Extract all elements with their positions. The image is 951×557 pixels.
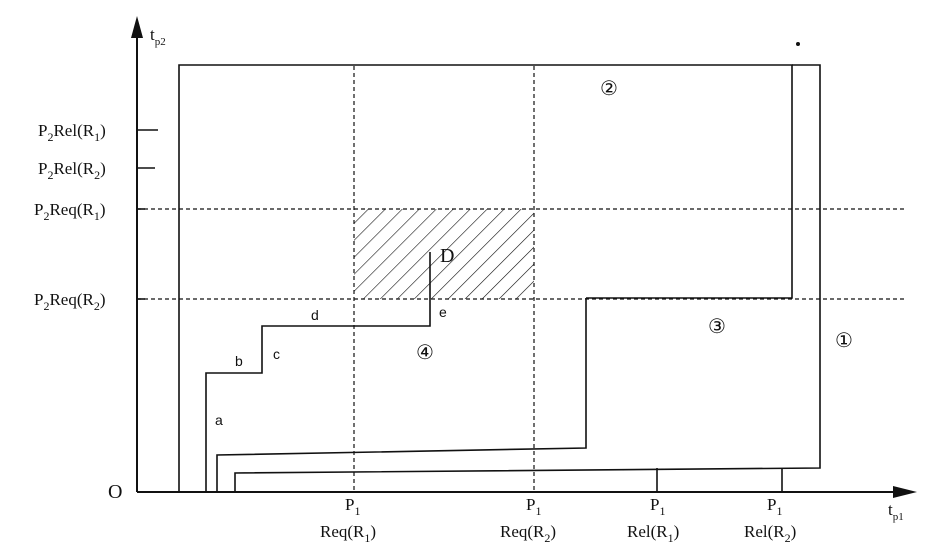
- deadlock-point-label: D: [440, 245, 454, 267]
- segment-label-d: d: [311, 307, 319, 323]
- x-label-p1-rel-r2: Rel(R2): [744, 522, 796, 545]
- x-axis-name: tp1: [888, 500, 904, 523]
- x-label-p1-rel-r2-top: P1: [767, 495, 782, 518]
- segment-label-e: e: [439, 304, 447, 320]
- y-label-p2-rel-r2: P2Rel(R2): [38, 159, 106, 182]
- x-label-p1-req-r1: Req(R1): [320, 522, 376, 545]
- stray-mark: [796, 42, 800, 46]
- x-label-p1-rel-r1: Rel(R1): [627, 522, 679, 545]
- segment-label-b: b: [235, 353, 243, 369]
- x-label-p1-rel-r1-top: P1: [650, 495, 665, 518]
- y-label-p2-rel-r1: P2Rel(R1): [38, 121, 106, 144]
- region-marker-2: ②: [600, 76, 618, 100]
- trajectory-1: [234, 64, 821, 492]
- segment-label-c: c: [273, 346, 280, 362]
- region-marker-3: ③: [708, 314, 726, 338]
- x-label-p1-req-r2: Req(R2): [500, 522, 556, 545]
- x-label-p1-req-r2-top: P1: [526, 495, 541, 518]
- x-label-p1-req-r1-top: P1: [345, 495, 360, 518]
- y-label-p2-req-r1: P2Req(R1): [34, 200, 106, 223]
- trajectory-4: [205, 252, 431, 492]
- y-axis-name: tp2: [150, 25, 166, 48]
- x-axis-arrow-icon: [893, 486, 917, 498]
- region-marker-4: ④: [416, 340, 434, 364]
- region-marker-1: ①: [835, 328, 853, 352]
- segment-label-a: a: [215, 412, 223, 428]
- y-label-p2-req-r2: P2Req(R2): [34, 290, 106, 313]
- y-axis-arrow-icon: [131, 16, 143, 38]
- trajectory-3: [216, 298, 587, 492]
- hatched-unsafe-region: [354, 209, 534, 299]
- origin-label: O: [108, 481, 122, 503]
